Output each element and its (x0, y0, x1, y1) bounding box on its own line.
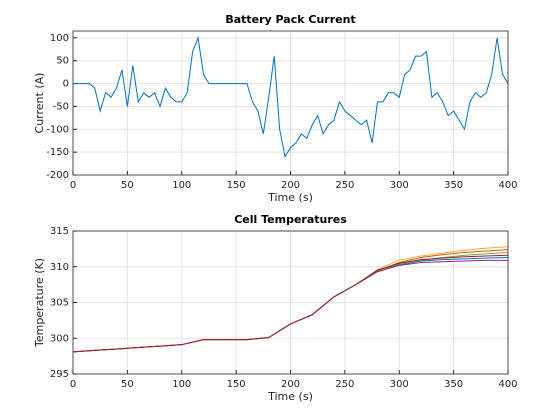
data-line (72, 254, 509, 353)
y-tick-label: -150 (46, 147, 69, 158)
y-tick-label: 300 (50, 333, 69, 344)
x-tick-label: 350 (444, 379, 463, 390)
y-tick-label: 0 (63, 79, 69, 90)
x-tick-label: 150 (227, 379, 246, 390)
y-tick-label: 50 (56, 56, 69, 67)
axes-box (72, 30, 509, 176)
y-tick-label: 295 (50, 369, 69, 380)
x-tick-label: 0 (70, 180, 76, 191)
data-line (73, 35, 509, 159)
y-tick-label: 310 (50, 262, 69, 273)
x-tick-label: 200 (281, 379, 300, 390)
x-tick-label: 100 (172, 180, 191, 191)
chart-title: Cell Temperatures (234, 213, 347, 226)
y-tick-label: -50 (53, 101, 69, 112)
x-tick-label: 200 (281, 180, 300, 191)
x-tick-label: 250 (335, 180, 354, 191)
y-tick-label: -200 (46, 170, 69, 181)
x-tick-label: 300 (390, 379, 409, 390)
y-axis-label: Current (A) (33, 73, 46, 134)
x-tick-label: 50 (121, 379, 134, 390)
x-tick-label: 50 (121, 180, 134, 191)
y-axis-label: Temperature (K) (33, 258, 46, 348)
x-tick-label: 400 (498, 379, 517, 390)
y-tick-label: -100 (46, 124, 69, 135)
x-tick-label: 150 (227, 180, 246, 191)
x-tick-label: 250 (335, 379, 354, 390)
x-tick-label: 100 (172, 379, 191, 390)
y-tick-label: 100 (50, 33, 69, 44)
x-tick-label: 300 (390, 180, 409, 191)
x-axis-label: Time (s) (267, 390, 313, 403)
y-tick-label: 305 (50, 298, 69, 309)
x-tick-label: 0 (70, 379, 76, 390)
x-axis-label: Time (s) (267, 191, 313, 204)
chart-title: Battery Pack Current (225, 13, 355, 26)
y-tick-label: 315 (50, 226, 69, 237)
axes-box (72, 230, 509, 375)
x-tick-label: 350 (444, 180, 463, 191)
x-tick-label: 400 (498, 180, 517, 191)
